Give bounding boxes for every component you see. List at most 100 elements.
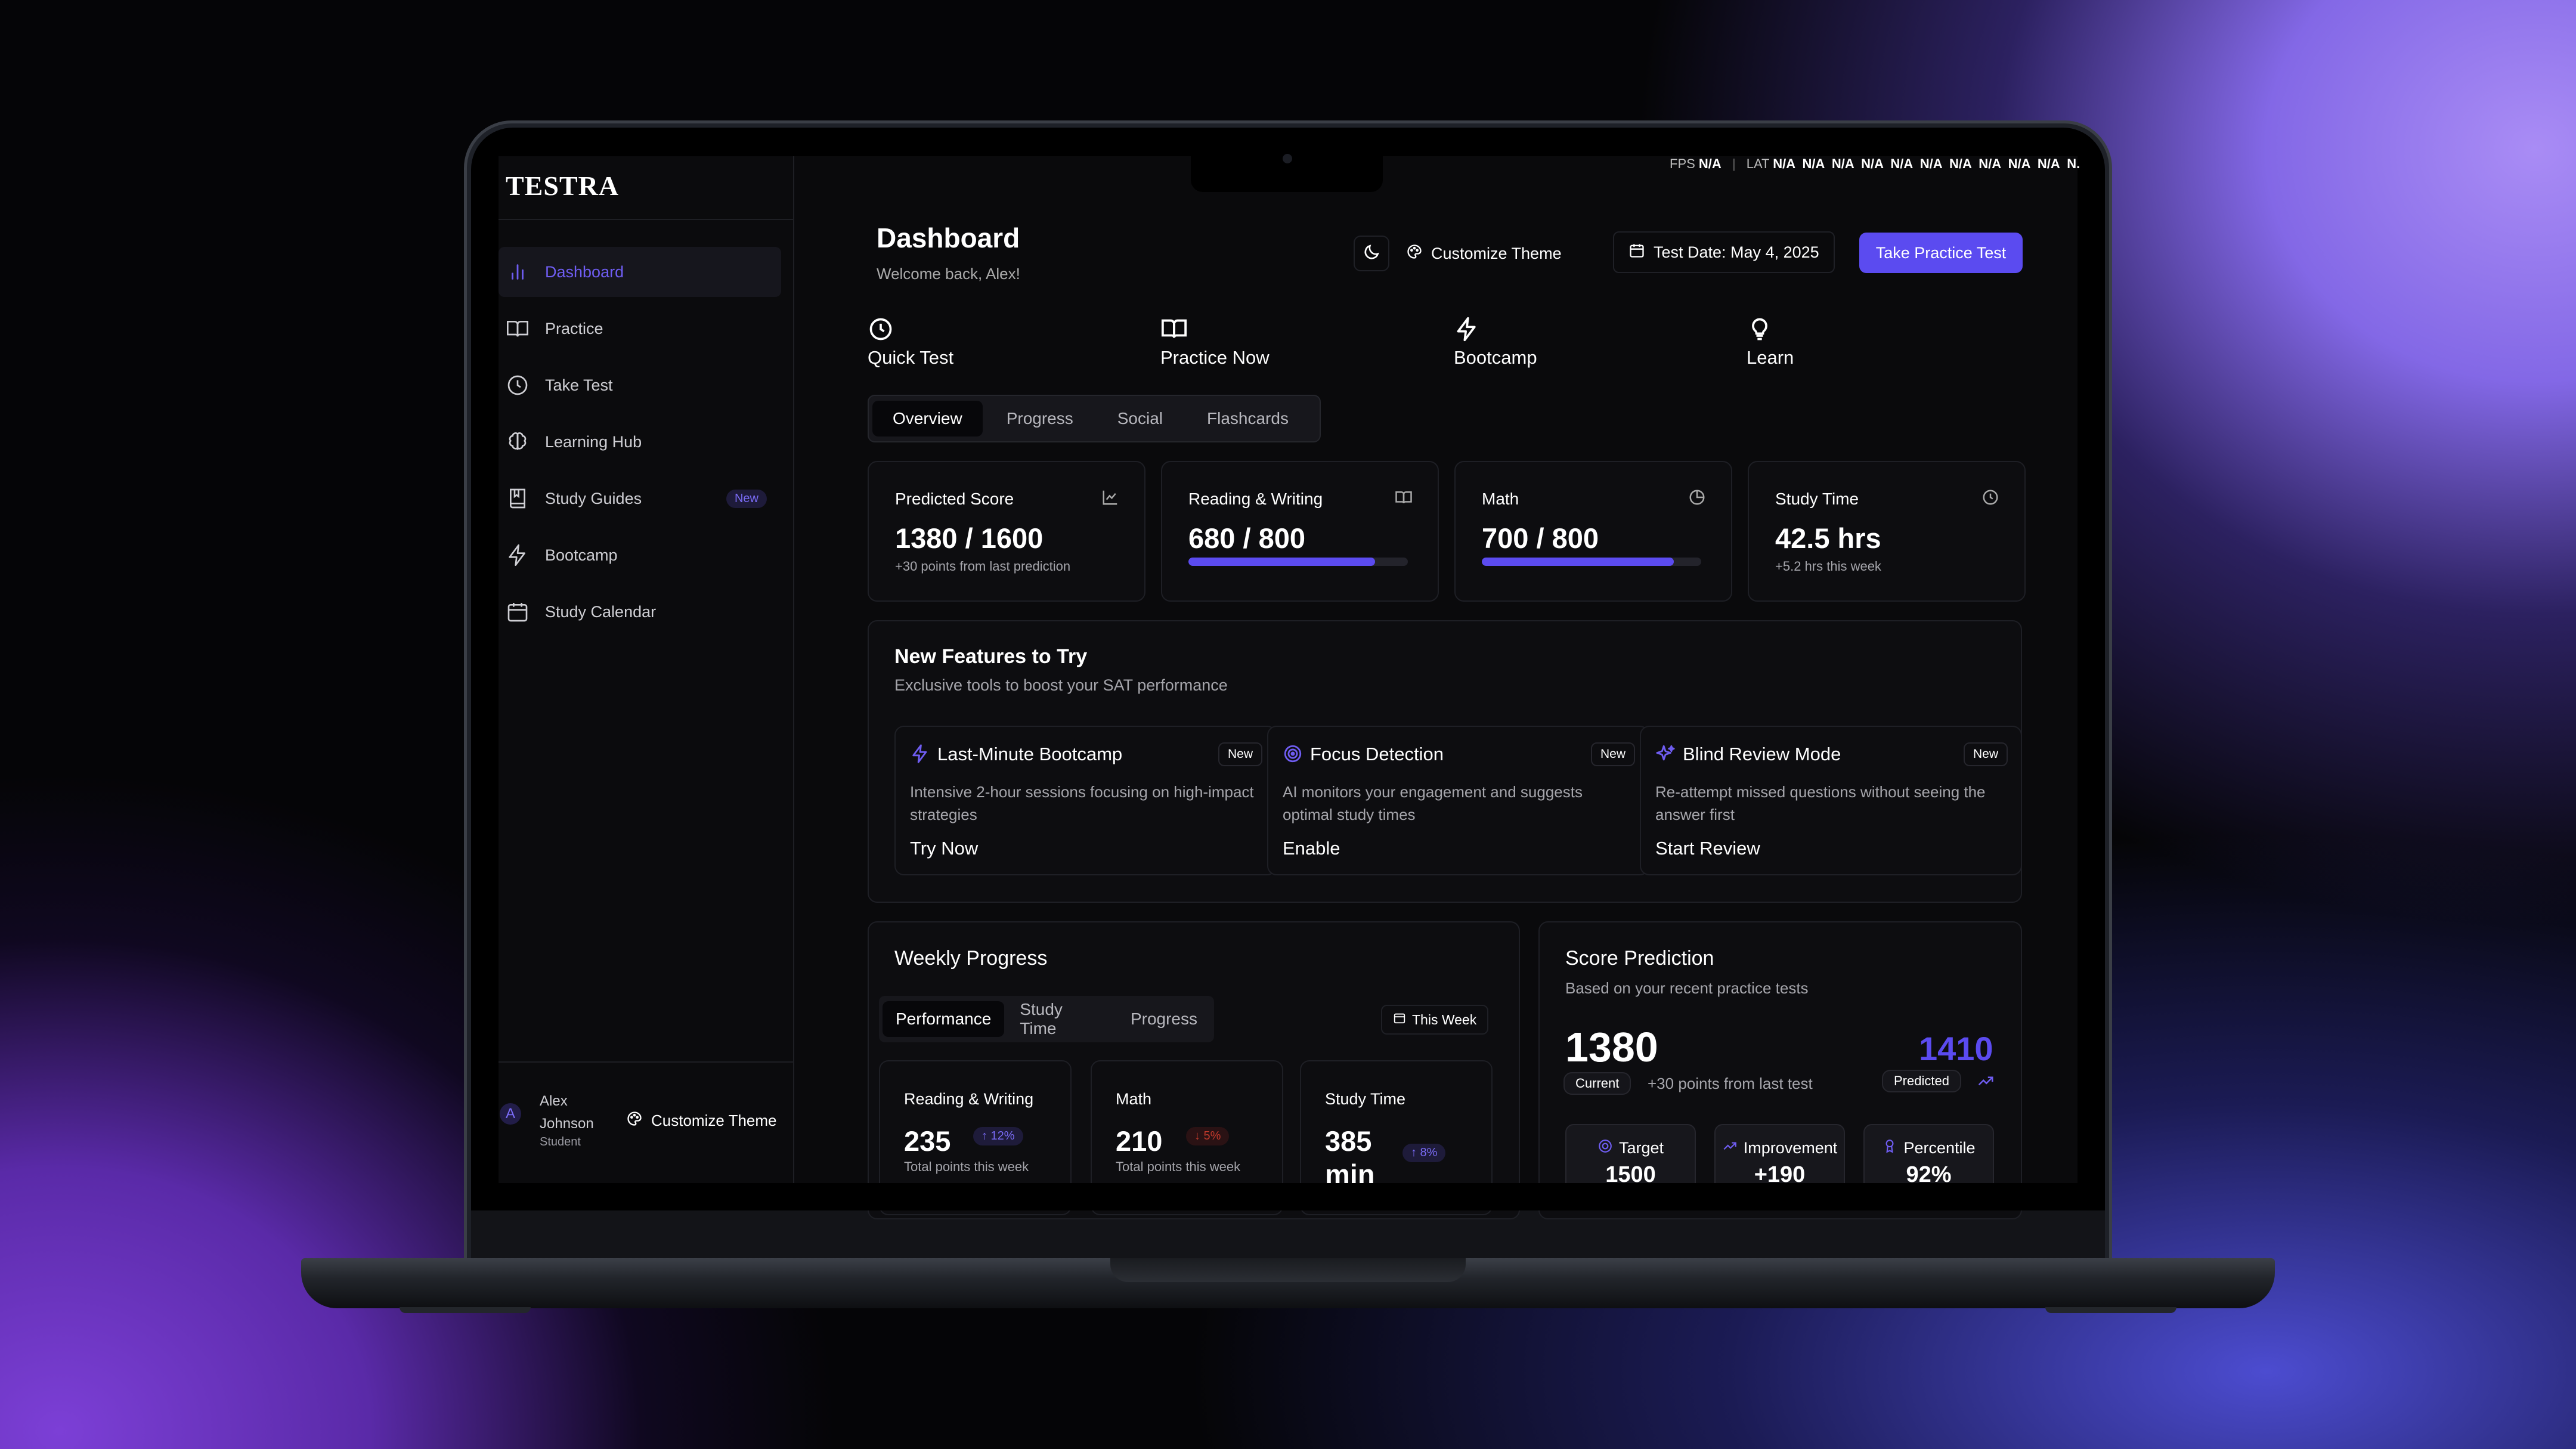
clock-icon [1981,488,1999,509]
delta-badge: ↑ 8% [1402,1144,1446,1162]
feature-card-focus-detection: Focus Detection New AI monitors your eng… [1267,726,1649,875]
tab-study-time[interactable]: Study Time [1020,1000,1063,1038]
start-review-button[interactable]: Start Review [1655,838,1760,859]
sidebar-item-label: Practice [545,319,603,338]
quick-action-learn[interactable]: Learn [1747,311,1794,369]
laptop-foot-left [400,1307,531,1313]
weekly-card-value: 385 min [1325,1125,1375,1190]
avatar[interactable]: A [500,1103,521,1125]
predicted-score: 1410 [1919,1030,1993,1067]
predicted-tag: Predicted [1882,1070,1961,1092]
score-prediction-title: Score Prediction [1565,947,1714,970]
award-icon [1882,1138,1897,1158]
new-badge: New [1963,742,2008,766]
quick-action-bootcamp[interactable]: Bootcamp [1454,311,1537,369]
feature-description: Re-attempt missed questions without seei… [1655,783,1986,823]
stat-label: Math [1482,490,1519,508]
quick-action-label: Quick Test [868,347,954,368]
metric-label: Improvement [1743,1139,1838,1157]
sidebar-item-label: Study Guides [545,489,642,507]
bar-chart-icon [504,259,531,285]
delta-badge: ↓ 5% [1186,1127,1230,1145]
stat-card-math: Math 700 / 800 [1454,461,1732,602]
stat-value: 680 / 800 [1188,522,1306,554]
sidebar-item-study-guides[interactable]: Study Guides New [499,473,781,524]
weekly-card-value: 235 [904,1125,951,1157]
stat-value: 1380 / 1600 [895,522,1044,554]
pie-chart-icon [1688,488,1706,509]
new-features-title: New Features to Try [894,645,1088,668]
lightning-icon [504,542,531,568]
stat-card-study-time: Study Time 42.5 hrs +5.2 hrs this week [1748,461,2026,602]
current-tag: Current [1563,1072,1631,1095]
score-prediction-subtitle: Based on your recent practice tests [1565,979,1809,997]
clock-icon [504,372,531,398]
user-role: Student [540,1135,581,1148]
dark-mode-toggle[interactable] [1354,236,1389,271]
sidebar-divider [499,219,794,220]
calendar-icon [1628,242,1645,263]
stat-label: Study Time [1775,490,1859,508]
weekly-card-label: Reading & Writing [904,1090,1034,1108]
sidebar-item-bootcamp[interactable]: Bootcamp [499,530,781,580]
customize-theme-button[interactable]: Customize Theme [1406,236,1562,271]
quick-action-practice-now[interactable]: Practice Now [1160,311,1270,369]
tab-flashcards[interactable]: Flashcards [1207,409,1289,428]
moon-icon [1362,243,1381,265]
new-badge: New [1218,742,1262,766]
customize-theme-label: Customize Theme [1431,244,1562,262]
try-now-button[interactable]: Try Now [910,838,979,859]
feature-title: Last-Minute Bootcamp [937,744,1123,764]
feature-description: AI monitors your engagement and suggests… [1283,783,1583,823]
enable-button[interactable]: Enable [1283,838,1340,859]
new-badge: New [726,489,767,508]
calendar-icon [504,599,531,625]
progress-bar [1482,558,1701,566]
tab-progress[interactable]: Progress [1006,409,1073,428]
quick-action-label: Learn [1747,347,1794,368]
sidebar-item-learning-hub[interactable]: Learning Hub [499,417,781,467]
weekly-card-subtext: Total points this week [1116,1159,1241,1174]
period-selector[interactable]: This Week [1381,1005,1489,1035]
feature-card-bootcamp: Last-Minute Bootcamp New Intensive 2-hou… [894,726,1277,875]
stat-card-reading-writing: Reading & Writing 680 / 800 [1161,461,1439,602]
trend-up-icon [1977,1072,1995,1093]
calendar-icon [1393,1011,1406,1028]
sidebar-item-take-test[interactable]: Take Test [499,360,781,410]
target-icon [1283,744,1303,767]
test-date-button[interactable]: Test Date: May 4, 2025 [1613,231,1835,273]
perf-overlay: FPS N/A | LAT N/A N/A N/A N/A N/A N/A N/… [1670,156,2080,171]
lat-values: N/A N/A N/A N/A N/A N/A N/A N/A N/A N/A … [1773,156,2080,171]
sidebar-item-practice[interactable]: Practice [499,304,781,354]
take-practice-test-button[interactable]: Take Practice Test [1859,233,2023,273]
lightning-icon [1454,311,1537,342]
tab-progress[interactable]: Progress [1130,1010,1197,1028]
brand-logo[interactable]: TESTRA [506,171,620,201]
welcome-text: Welcome back, Alex! [877,265,1020,283]
test-date-label: Test Date: May 4, 2025 [1654,243,1819,261]
sidebar-item-label: Study Calendar [545,602,657,621]
target-icon [1597,1138,1613,1158]
current-score: 1380 [1565,1024,1658,1070]
sidebar-item-label: Dashboard [545,262,624,281]
progress-bar [1188,558,1408,566]
weekly-progress-tabs: Performance Study Time Progress [879,996,1214,1042]
guide-icon [504,485,531,512]
screen-bottom-bezel [471,1183,2105,1210]
weekly-card-subtext: Total points this week [904,1159,1029,1174]
feature-description: Intensive 2-hour sessions focusing on hi… [910,783,1254,823]
progress-fill [1188,558,1375,566]
feature-card-blind-review: Blind Review Mode New Re-attempt missed … [1640,726,2022,875]
sidebar [499,156,794,1183]
sidebar-customize-theme-button[interactable]: Customize Theme [626,1110,777,1131]
tab-overview[interactable]: Overview [872,401,983,436]
sidebar-item-study-calendar[interactable]: Study Calendar [499,587,781,637]
tab-social[interactable]: Social [1117,409,1163,428]
sidebar-item-label: Learning Hub [545,432,642,451]
quick-action-quick-test[interactable]: Quick Test [868,311,953,369]
quick-action-label: Bootcamp [1454,347,1537,368]
quick-action-label: Practice Now [1160,347,1270,368]
sidebar-item-dashboard[interactable]: Dashboard [499,247,781,297]
tab-performance[interactable]: Performance [883,1001,1005,1037]
stat-subtext: +5.2 hrs this week [1775,559,1881,574]
